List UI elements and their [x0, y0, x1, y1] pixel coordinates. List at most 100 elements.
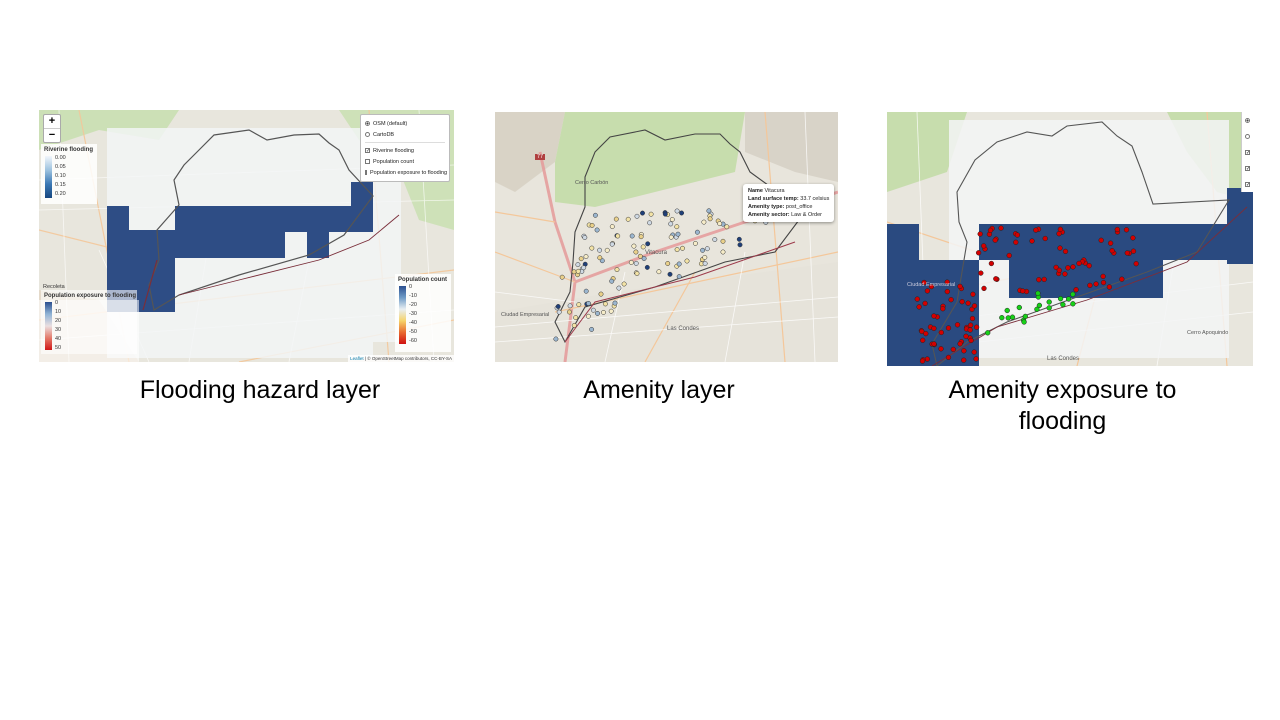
amenity-marker[interactable] [669, 217, 675, 222]
safe-amenity-marker[interactable] [999, 315, 1005, 321]
amenity-marker[interactable] [613, 216, 619, 222]
amenity-marker[interactable] [597, 247, 603, 253]
amenity-marker[interactable] [590, 307, 596, 313]
exposed-amenity-marker[interactable] [923, 330, 929, 337]
amenity-marker[interactable] [604, 247, 610, 253]
amenity-marker[interactable] [640, 210, 645, 216]
exposed-amenity-marker[interactable] [945, 354, 952, 361]
exposed-amenity-marker[interactable] [1076, 260, 1082, 267]
amenity-marker[interactable] [638, 234, 644, 240]
amenity-marker[interactable] [631, 243, 637, 249]
exposed-amenity-marker[interactable] [992, 237, 998, 243]
exposed-amenity-marker[interactable] [950, 346, 956, 353]
safe-amenity-marker[interactable] [1046, 305, 1052, 311]
amenity-marker[interactable] [676, 261, 682, 267]
amenity-marker[interactable] [640, 244, 646, 250]
exposed-amenity-marker[interactable] [945, 325, 952, 331]
exposed-amenity-marker[interactable] [1130, 248, 1137, 254]
checkbox-checked-icon[interactable]: ✓ [365, 148, 371, 154]
layer-cartodb[interactable]: CartoDB [365, 129, 445, 140]
amenity-marker[interactable] [679, 210, 685, 216]
exposed-amenity-marker[interactable] [924, 288, 931, 294]
exposed-amenity-marker[interactable] [1041, 276, 1047, 283]
exposed-amenity-marker[interactable] [1114, 226, 1120, 233]
exposed-amenity-marker[interactable] [931, 325, 937, 332]
exposed-amenity-marker[interactable] [1036, 277, 1042, 283]
amenity-marker[interactable] [656, 269, 662, 275]
amenity-exposure-map[interactable]: ✓ ✓ ✓ Ciudad Empresarial Las Condes Cerr… [887, 112, 1253, 366]
exposed-amenity-marker[interactable] [921, 279, 927, 286]
exposed-amenity-marker[interactable] [961, 348, 967, 354]
amenity-marker[interactable] [717, 221, 723, 227]
amenity-marker[interactable] [556, 309, 562, 315]
exposed-amenity-marker[interactable] [957, 341, 963, 347]
amenity-marker[interactable] [702, 261, 708, 266]
exposed-amenity-marker[interactable] [914, 296, 920, 302]
exposed-amenity-marker[interactable] [969, 315, 976, 322]
amenity-marker[interactable] [736, 236, 742, 242]
amenity-marker[interactable] [668, 221, 674, 227]
amenity-marker[interactable] [585, 313, 591, 319]
exposed-amenity-marker[interactable] [1013, 239, 1019, 245]
amenity-marker[interactable] [634, 271, 640, 276]
exposed-amenity-marker[interactable] [938, 346, 944, 352]
zoom-out-button[interactable]: − [48, 129, 56, 141]
amenity-marker[interactable] [589, 326, 595, 332]
exposed-amenity-marker[interactable] [919, 358, 926, 364]
amenity-marker[interactable] [575, 268, 581, 274]
exposed-amenity-marker[interactable] [1109, 248, 1115, 254]
exposed-amenity-marker[interactable] [944, 288, 950, 295]
radio-icon[interactable] [1242, 128, 1253, 144]
safe-amenity-marker[interactable] [985, 330, 991, 336]
amenity-marker[interactable] [575, 262, 581, 268]
exposed-amenity-marker[interactable] [988, 260, 995, 267]
safe-amenity-marker[interactable] [1070, 301, 1076, 307]
exposed-amenity-marker[interactable] [1107, 240, 1114, 246]
amenity-marker[interactable] [674, 224, 680, 230]
exposed-amenity-marker[interactable] [916, 304, 922, 310]
exposed-amenity-marker[interactable] [1062, 248, 1069, 255]
amenity-marker[interactable] [578, 256, 584, 262]
amenity-marker[interactable] [694, 229, 700, 235]
checkbox-checked-icon[interactable]: ✓ [1245, 181, 1251, 188]
safe-amenity-marker[interactable] [1035, 290, 1041, 296]
exposed-amenity-marker[interactable] [1100, 273, 1106, 280]
amenity-marker[interactable] [675, 231, 681, 237]
exposed-amenity-marker[interactable] [968, 337, 974, 344]
amenity-marker[interactable] [594, 227, 600, 233]
exposed-amenity-marker[interactable] [948, 297, 954, 303]
amenity-marker[interactable] [582, 235, 588, 240]
radio-icon[interactable] [365, 132, 370, 137]
exposed-amenity-marker[interactable] [957, 283, 963, 290]
amenity-marker[interactable] [645, 241, 651, 247]
amenity-marker[interactable] [559, 274, 565, 280]
amenity-marker[interactable] [665, 261, 671, 266]
amenity-marker[interactable] [589, 222, 595, 228]
amenity-marker[interactable] [628, 260, 634, 265]
exposed-amenity-marker[interactable] [1123, 227, 1130, 233]
zoom-in-button[interactable]: + [44, 115, 60, 129]
exposed-amenity-marker[interactable] [970, 291, 976, 297]
exposed-amenity-marker[interactable] [1098, 237, 1104, 243]
amenity-marker[interactable] [629, 233, 635, 239]
amenity-marker[interactable] [720, 238, 726, 244]
amenity-marker[interactable] [625, 216, 631, 222]
amenity-marker[interactable] [720, 249, 726, 255]
amenity-marker[interactable] [737, 242, 743, 248]
amenity-marker[interactable] [583, 254, 589, 260]
amenity-marker[interactable] [567, 303, 573, 309]
amenity-marker[interactable] [700, 247, 706, 253]
amenity-marker[interactable] [668, 234, 674, 240]
amenity-marker[interactable] [724, 224, 730, 230]
amenity-marker[interactable] [583, 288, 589, 294]
amenity-marker[interactable] [609, 278, 615, 284]
amenity-marker[interactable] [571, 322, 577, 328]
amenity-marker[interactable] [592, 212, 598, 218]
amenity-marker[interactable] [674, 208, 680, 214]
exposed-amenity-marker[interactable] [963, 333, 969, 339]
zoom-control[interactable]: + − [43, 114, 61, 143]
amenity-marker[interactable] [615, 233, 621, 239]
exposed-amenity-marker[interactable] [922, 300, 928, 307]
amenity-marker[interactable] [702, 254, 708, 260]
flooding-hazard-map[interactable]: + − Riverine flooding 0.00 0.05 0.10 0.1… [39, 110, 454, 362]
